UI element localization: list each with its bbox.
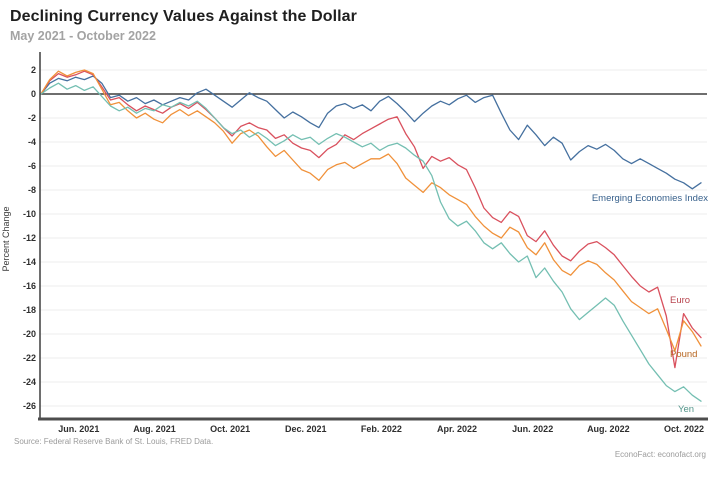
y-tick-label: -8 (28, 185, 36, 195)
series-line-pound (40, 69, 702, 352)
y-tick-label: -4 (28, 137, 36, 147)
y-tick-label: -14 (23, 257, 36, 267)
y-tick-label: 2 (31, 65, 36, 75)
y-axis-title: Percent Change (1, 206, 11, 272)
series-label-euro: Euro (670, 295, 690, 306)
chart-subtitle: May 2021 - October 2022 (10, 29, 156, 43)
x-tick-label: Oct. 2022 (664, 424, 704, 434)
x-tick-label: Oct. 2021 (210, 424, 250, 434)
series-label-emerging-economies-index: Emerging Economies Index (592, 193, 708, 204)
y-tick-label: -16 (23, 281, 36, 291)
series-line-yen (40, 82, 702, 402)
x-tick-label: Jun. 2021 (58, 424, 99, 434)
y-tick-label: -20 (23, 329, 36, 339)
series-label-pound: Pound (670, 349, 697, 360)
y-tick-label: -22 (23, 353, 36, 363)
series-label-yen: Yen (678, 404, 694, 415)
y-tick-label: -26 (23, 401, 36, 411)
y-tick-label: -24 (23, 377, 36, 387)
series-line-euro (40, 70, 702, 369)
series-line-emerging-economies-index (40, 75, 702, 190)
y-tick-label: -2 (28, 113, 36, 123)
y-tick-label: -10 (23, 209, 36, 219)
x-tick-label: Aug. 2021 (133, 424, 176, 434)
y-tick-label: 0 (31, 89, 36, 99)
y-tick-label: -6 (28, 161, 36, 171)
brand-note: EconoFact: econofact.org (614, 450, 706, 459)
x-tick-label: Apr. 2022 (437, 424, 477, 434)
x-tick-label: Dec. 2021 (285, 424, 327, 434)
chart-title: Declining Currency Values Against the Do… (10, 8, 358, 25)
x-tick-label: Jun. 2022 (512, 424, 553, 434)
x-tick-label: Feb. 2022 (361, 424, 402, 434)
source-note: Source: Federal Reserve Bank of St. Loui… (14, 437, 214, 446)
y-tick-label: -12 (23, 233, 36, 243)
x-tick-label: Aug. 2022 (587, 424, 630, 434)
y-tick-label: -18 (23, 305, 36, 315)
